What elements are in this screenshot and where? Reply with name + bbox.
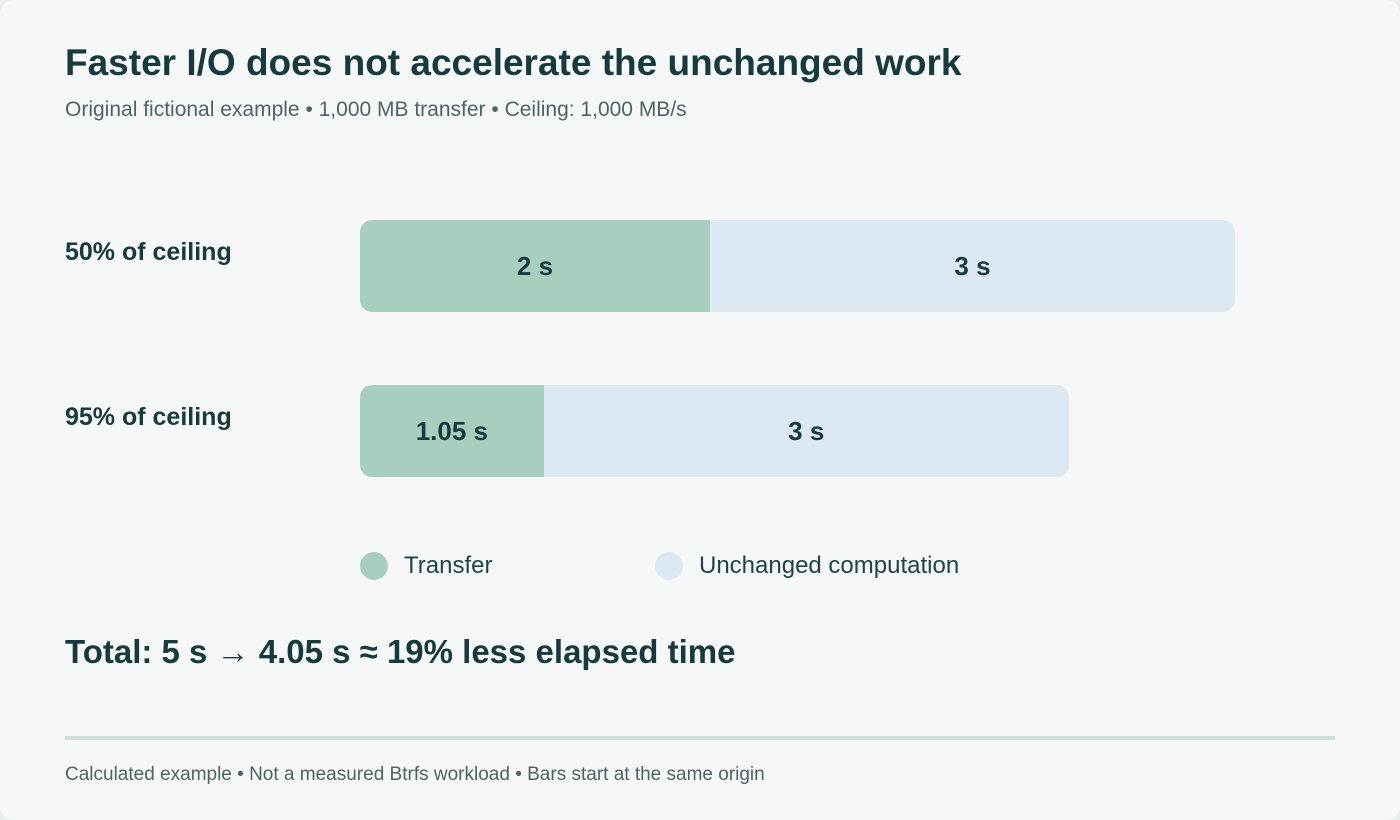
legend-label-transfer: Transfer [404,552,493,579]
legend-item-transfer: Transfer [360,551,492,581]
data-label-transfer-row-1: 2 s [516,250,554,281]
bar-computation-row-2: 3 s [543,385,1069,477]
chart-subtitle: Original fictional example • 1,000 MB tr… [65,98,687,121]
total-summary: Total: 5 s → 4.05 s ≈ 19% less elapsed t… [65,633,736,670]
bar-computation-row-1: 3 s [710,220,1235,312]
bar-transfer-row-1: 2 s [360,220,710,312]
data-label-computation-row-1: 3 s [954,250,991,281]
data-label-computation-row-2: 3 s [788,415,825,446]
chart-title: Faster I/O does not accelerate the uncha… [65,42,962,83]
row-label-2: 95% of ceiling [65,403,232,431]
legend-item-computation: Unchanged computation [655,551,959,581]
data-label-transfer-row-2: 1.05 s [415,415,489,446]
footer-note: Calculated example • Not a measured Btrf… [65,764,765,785]
row-label-1: 50% of ceiling [65,238,232,266]
bar-transfer-row-2: 1.05 s [360,385,544,477]
legend-label-computation: Unchanged computation [699,552,960,579]
legend-swatch-transfer [360,552,388,580]
divider [65,736,1335,740]
legend-swatch-computation [655,552,683,580]
